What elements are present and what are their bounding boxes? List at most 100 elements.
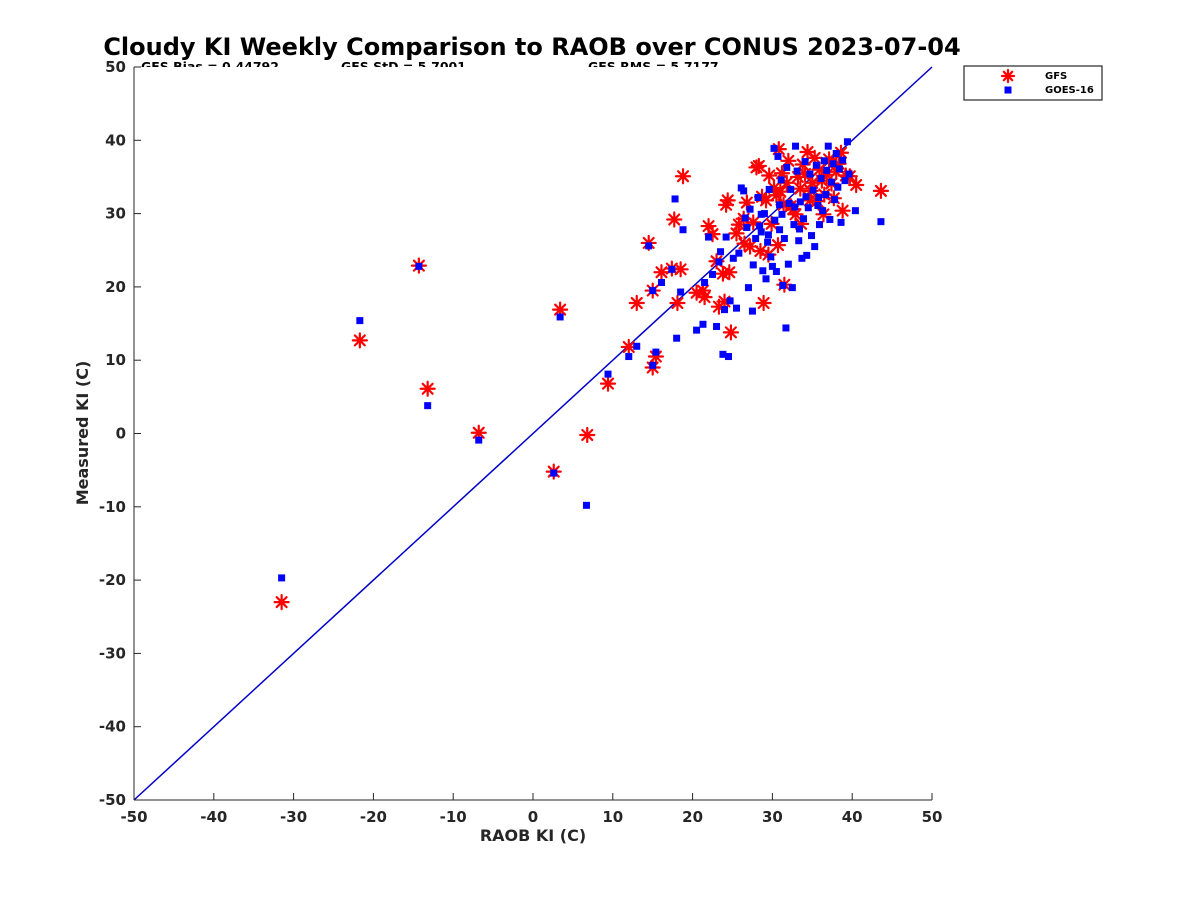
gfs-point: [750, 157, 767, 175]
goes-16-point: [657, 279, 665, 287]
y-tick-label: 20: [105, 278, 126, 296]
goes-16-point: [803, 251, 811, 259]
goes-16-point: [649, 287, 657, 295]
goes-16-point: [705, 233, 713, 241]
x-tick-label: 20: [682, 808, 703, 826]
legend-marker-goes-16: [1004, 86, 1012, 94]
goes-16-point: [756, 222, 764, 230]
gfs-point: [772, 183, 789, 200]
x-tick-label: -30: [280, 808, 307, 826]
x-tick-label: 40: [842, 808, 863, 826]
goes-16-point: [741, 214, 749, 222]
goes-16-point: [743, 224, 751, 232]
goes-16-point: [804, 204, 812, 212]
goes-16-point: [822, 191, 830, 199]
x-tick-label: 30: [762, 808, 783, 826]
y-tick-label: -10: [99, 498, 126, 516]
legend-label-gfs: GFS: [1045, 71, 1067, 82]
gfs-point: [696, 289, 713, 306]
axes: -50 -40 -30 -20 -10 0 10 20 30 40 50 -50-40-30-20-…: [99, 58, 943, 826]
goes-16-point: [795, 237, 803, 245]
series-gfs: [273, 140, 890, 611]
series-goes-16: [278, 138, 885, 582]
gfs-point: [721, 264, 738, 281]
goes-16-point: [792, 142, 800, 150]
gfs-point: [799, 143, 816, 161]
goes-16-point: [776, 226, 784, 234]
goes-16-point: [740, 187, 748, 195]
goes-16-point: [877, 218, 885, 226]
goes-16-point: [780, 235, 788, 243]
goes-16-point: [778, 210, 786, 218]
goes-16-point: [764, 231, 772, 239]
goes-16-point: [785, 199, 793, 207]
legend-items: GFS GOES-16: [1000, 68, 1094, 96]
x-tick-label: -50: [120, 808, 147, 826]
goes-16-point: [851, 207, 859, 215]
goes-16-point: [801, 158, 809, 166]
goes-16-point: [746, 205, 754, 213]
x-tick-label: -20: [360, 808, 387, 826]
goes-16-point: [721, 306, 729, 314]
gfs-point: [722, 324, 740, 341]
legend: GFS GOES-16: [963, 65, 1103, 101]
y-tick-label: 0: [116, 425, 126, 443]
goes-16-point: [652, 348, 660, 356]
goes-16-point: [798, 254, 806, 262]
goes-16-point: [770, 144, 778, 152]
goes-16-point: [831, 196, 839, 204]
goes-16-point: [556, 313, 564, 321]
goes-16-point: [808, 232, 816, 240]
goes-16-point: [802, 193, 810, 201]
y-tick-label: 40: [105, 131, 126, 149]
gfs-point: [273, 593, 290, 611]
goes-16-point: [796, 198, 804, 206]
goes-16-point: [424, 402, 432, 410]
goes-16-point: [719, 350, 727, 358]
goes-16-point: [823, 166, 831, 174]
goes-16-point: [550, 469, 558, 477]
goes-16-point: [771, 216, 779, 224]
goes-16-point: [744, 284, 752, 292]
goes-16-point: [757, 228, 765, 236]
gfs-point: [755, 294, 772, 312]
x-tick-label: 50: [922, 808, 943, 826]
plot-area: [133, 66, 933, 801]
goes-16-point: [796, 225, 804, 233]
goes-16-point: [726, 297, 734, 305]
goes-16-point: [671, 195, 679, 203]
goes-16-point: [764, 238, 772, 246]
goes-16-point: [701, 279, 709, 287]
goes-16-point: [754, 193, 762, 201]
gfs-point: [579, 426, 596, 444]
goes-16-point: [845, 170, 853, 178]
goes-16-point: [814, 202, 822, 210]
gfs-point: [763, 215, 780, 232]
goes-16-point: [782, 324, 790, 332]
goes-16-point: [699, 320, 707, 328]
goes-16-point: [829, 160, 837, 168]
goes-16-point: [709, 270, 717, 278]
goes-16-point: [793, 167, 801, 175]
goes-16-point: [768, 262, 776, 270]
gfs-point: [628, 294, 645, 312]
y-tick-label: 30: [105, 205, 126, 223]
goes-16-point: [812, 161, 820, 169]
goes-16-point: [725, 353, 733, 361]
goes-16-point: [749, 261, 757, 269]
goes-16-point: [839, 156, 847, 164]
goes-16-point: [791, 203, 799, 211]
goes-16-point: [809, 186, 817, 194]
goes-16-point: [827, 178, 835, 186]
gfs-point: [736, 235, 753, 252]
gfs-point: [848, 176, 865, 194]
goes-16-point: [834, 183, 842, 191]
goes-16-point: [790, 221, 798, 229]
goes-16-point: [356, 317, 364, 325]
goes-16-point: [722, 233, 730, 241]
gfs-point: [792, 180, 809, 197]
y-tick-label: -30: [99, 644, 126, 662]
goes-16-point: [729, 254, 737, 262]
gfs-point: [351, 332, 368, 349]
goes-16-point: [673, 334, 681, 342]
